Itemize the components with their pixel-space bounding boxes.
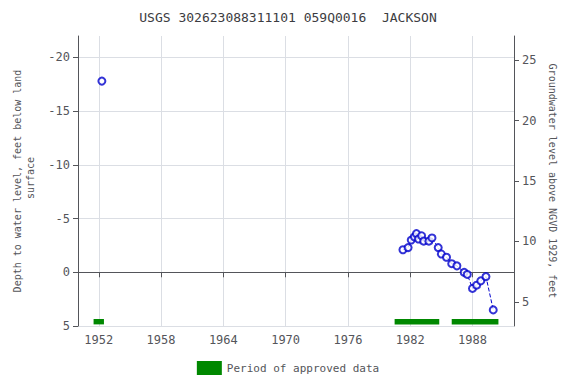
svg-text:1952: 1952 bbox=[84, 333, 113, 347]
svg-text:1988: 1988 bbox=[458, 333, 487, 347]
svg-text:-10: -10 bbox=[48, 158, 70, 172]
svg-text:Depth to water level, feet bel: Depth to water level, feet below land bbox=[12, 70, 23, 293]
svg-text:USGS 302623088311101 059Q0016: USGS 302623088311101 059Q0016 JACKSON bbox=[139, 10, 436, 25]
svg-text:15: 15 bbox=[522, 174, 536, 188]
svg-text:25: 25 bbox=[522, 53, 536, 67]
svg-text:1970: 1970 bbox=[271, 333, 300, 347]
svg-text:20: 20 bbox=[522, 114, 536, 128]
svg-text:1976: 1976 bbox=[333, 333, 362, 347]
svg-text:-15: -15 bbox=[48, 104, 70, 118]
svg-text:1958: 1958 bbox=[147, 333, 176, 347]
svg-text:5: 5 bbox=[522, 295, 529, 309]
svg-text:10: 10 bbox=[522, 234, 536, 248]
svg-text:1982: 1982 bbox=[396, 333, 425, 347]
svg-text:0: 0 bbox=[63, 265, 70, 279]
svg-text:5: 5 bbox=[63, 319, 70, 333]
svg-text:-5: -5 bbox=[56, 212, 70, 226]
svg-text:1964: 1964 bbox=[209, 333, 238, 347]
svg-text:-20: -20 bbox=[48, 50, 70, 64]
svg-text:surface: surface bbox=[25, 157, 36, 205]
svg-text:Period of approved data: Period of approved data bbox=[227, 362, 379, 375]
svg-text:Groundwater level above NGVD 1: Groundwater level above NGVD 1929, feet bbox=[547, 64, 558, 299]
